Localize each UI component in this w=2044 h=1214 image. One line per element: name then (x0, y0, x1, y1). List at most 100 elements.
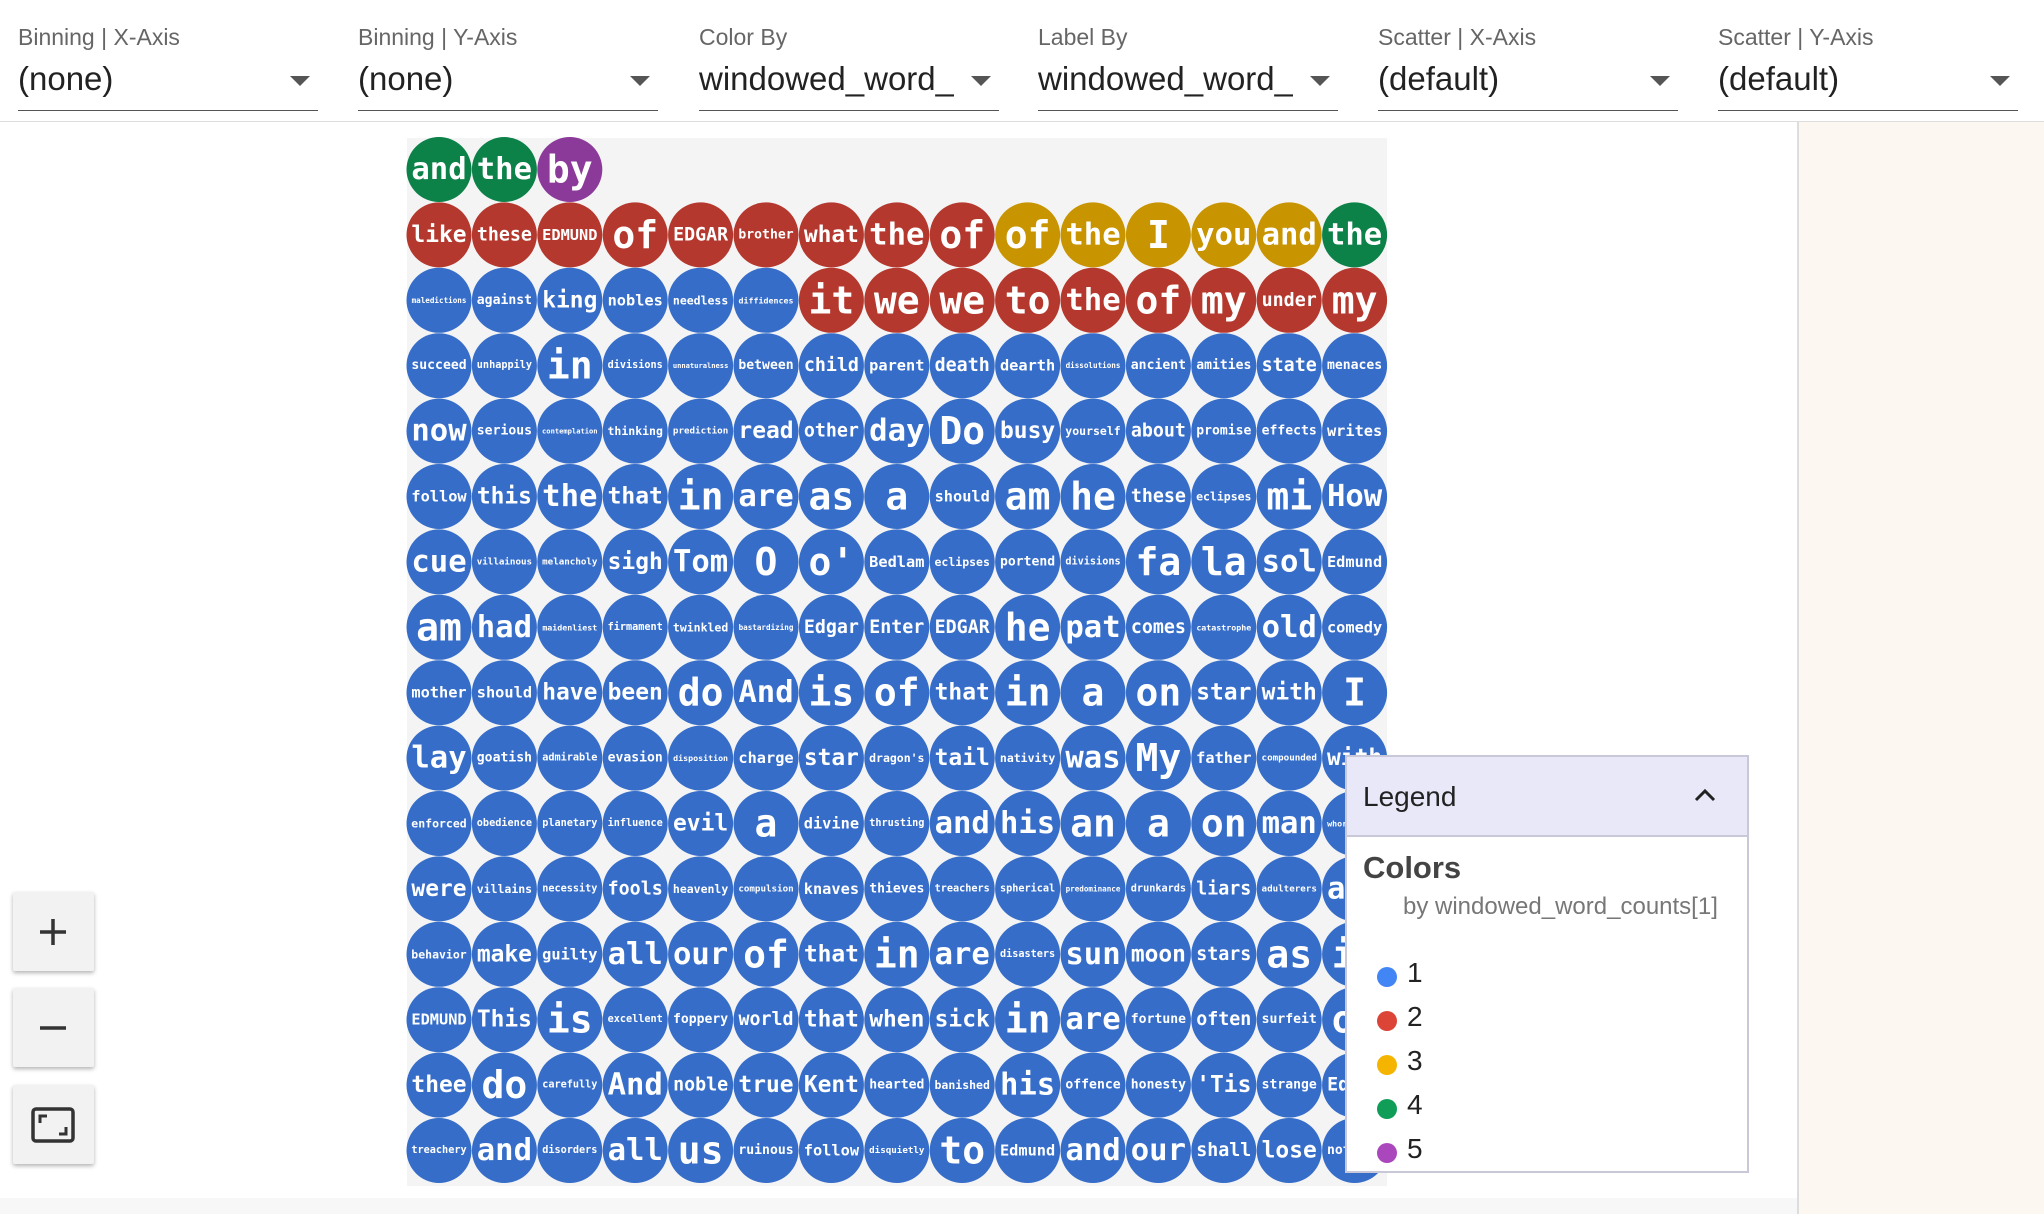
word-bubble (995, 791, 1061, 856)
dropdown[interactable]: Scatter | Y-Axis (default) (1718, 0, 2018, 111)
arrow-shape (1650, 76, 1670, 86)
word-bubble (995, 267, 1061, 333)
word-label: and (411, 152, 466, 187)
word-bubble (406, 464, 472, 529)
word-bubble (1256, 725, 1322, 791)
word-bubble (1060, 202, 1126, 268)
word-label: is (547, 998, 593, 1042)
word-bubble (406, 791, 472, 856)
word-label: all (608, 1133, 663, 1168)
word-label: in (1005, 671, 1051, 715)
word-bubble (1060, 856, 1126, 922)
word-label: a (1082, 671, 1105, 715)
word-label: a (885, 475, 908, 519)
word-label: liars (1196, 878, 1251, 899)
word-bubble (1191, 398, 1257, 464)
word-label: effects (1262, 424, 1317, 439)
word-bubble (995, 1118, 1061, 1183)
word-bubble (864, 1118, 930, 1183)
legend-header[interactable]: Legend (1347, 757, 1747, 837)
word-bubble (1060, 921, 1126, 987)
word-label: Edmund (1327, 553, 1382, 571)
word-label: stars (1196, 944, 1251, 965)
word-bubble (406, 333, 472, 399)
fit-button[interactable] (13, 1085, 94, 1164)
dropdown-arrow (1650, 76, 1670, 86)
word-bubble (1125, 987, 1191, 1053)
dropdown[interactable]: Color By windowed_word_c (699, 0, 999, 111)
word-bubble (537, 725, 603, 791)
word-label: ruinous (738, 1143, 793, 1158)
word-bubble (1060, 987, 1126, 1053)
word-label: diffidences (739, 295, 794, 305)
dropdown[interactable]: Scatter | X-Axis (default) (1378, 0, 1678, 111)
word-label: writes (1327, 422, 1382, 440)
word-label: adulterers (1262, 883, 1317, 894)
word-bubble (1125, 1118, 1191, 1183)
word-bubble (471, 856, 537, 922)
dropdown[interactable]: Label By windowed_word_c (1038, 0, 1338, 111)
dropdown-value: (none) (18, 60, 114, 97)
zoom-out-button[interactable] (13, 988, 94, 1067)
word-bubble (1191, 660, 1257, 726)
word-bubble (1256, 987, 1322, 1053)
word-bubble (1125, 660, 1191, 726)
word-bubble (537, 202, 603, 268)
word-label: divisions (1065, 555, 1120, 567)
word-label: you (1196, 217, 1251, 252)
dropdown-label: Binning | X-Axis (18, 24, 180, 50)
word-label: was (1065, 741, 1120, 776)
word-label: the (1327, 217, 1382, 252)
word-label: all (608, 937, 663, 972)
word-bubble (929, 267, 995, 333)
word-label: disasters (1000, 948, 1055, 960)
word-bubble (1191, 464, 1257, 529)
word-label: knaves (804, 880, 859, 898)
word-label: is (809, 671, 855, 715)
word-bubble (537, 137, 603, 202)
word-bubble (1191, 529, 1257, 595)
word-bubble (668, 987, 734, 1053)
word-bubble (798, 1052, 864, 1118)
word-bubble (537, 1052, 603, 1118)
word-bubble (1060, 1118, 1126, 1183)
dropdown[interactable]: Binning | X-Axis (none) (18, 0, 318, 111)
word-bubble (929, 725, 995, 791)
word-label: Edgar (804, 617, 859, 638)
word-label: should (935, 488, 990, 506)
word-bubble (602, 725, 668, 791)
word-bubble (668, 725, 734, 791)
word-label: like (411, 222, 466, 248)
word-bubble (1322, 529, 1388, 595)
word-label: what (804, 222, 859, 248)
word-label: father (1196, 749, 1251, 767)
word-bubble (1256, 921, 1322, 987)
legend-swatch (1377, 1055, 1397, 1075)
word-label: sick (935, 1007, 990, 1033)
word-bubble (537, 1118, 603, 1183)
word-bubble (1256, 856, 1322, 922)
word-label: world (738, 1009, 793, 1030)
word-label: 'Tis (1196, 1072, 1251, 1098)
word-label: amities (1196, 358, 1251, 373)
word-label: of (743, 932, 789, 976)
dropdown-arrow (971, 76, 991, 86)
word-bubble (929, 398, 995, 464)
word-bubble (471, 398, 537, 464)
legend-label: 4 (1407, 1089, 1423, 1120)
word-bubble (798, 398, 864, 464)
word-label: our (673, 937, 728, 972)
word-bubble (406, 921, 472, 987)
word-label: shall (1196, 1140, 1251, 1161)
word-label: Kent (804, 1072, 859, 1098)
zoom-in-button[interactable] (13, 892, 94, 971)
word-bubble (995, 398, 1061, 464)
word-bubble (602, 202, 668, 268)
word-label: disquietly (869, 1145, 925, 1156)
word-bubble (1060, 594, 1126, 660)
word-label: evil (673, 811, 728, 837)
dropdown[interactable]: Binning | Y-Axis (none) (358, 0, 658, 111)
word-bubble (602, 333, 668, 399)
word-label: this (477, 484, 532, 510)
